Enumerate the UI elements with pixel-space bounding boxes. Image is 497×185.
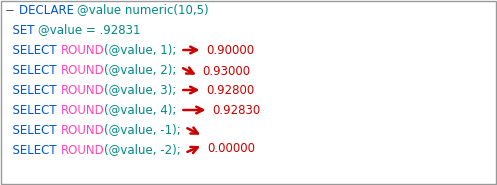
Text: (@value, 1);: (@value, 1);: [104, 43, 176, 56]
Text: (@value, 4);: (@value, 4);: [104, 103, 176, 117]
Text: (@value, 2);: (@value, 2);: [104, 63, 176, 77]
Text: ROUND: ROUND: [60, 144, 104, 157]
Text: SELECT: SELECT: [5, 63, 60, 77]
Text: @value numeric(10,5): @value numeric(10,5): [78, 4, 209, 16]
Text: (@value, 3);: (@value, 3);: [104, 83, 176, 97]
Text: SELECT: SELECT: [5, 144, 60, 157]
Text: −: −: [5, 4, 18, 16]
Text: SELECT: SELECT: [5, 103, 60, 117]
Text: DECLARE: DECLARE: [18, 4, 78, 16]
Text: ROUND: ROUND: [60, 103, 104, 117]
Text: SELECT: SELECT: [5, 43, 60, 56]
Text: 0.92830: 0.92830: [213, 103, 261, 117]
Text: 0.93000: 0.93000: [202, 65, 250, 78]
Text: SELECT: SELECT: [5, 124, 60, 137]
Text: (@value, -1);: (@value, -1);: [104, 124, 181, 137]
Text: ROUND: ROUND: [60, 124, 104, 137]
Text: 0.00000: 0.00000: [207, 142, 255, 156]
Text: @value = .92831: @value = .92831: [38, 23, 141, 36]
Text: SELECT: SELECT: [5, 83, 60, 97]
Text: SET: SET: [5, 23, 38, 36]
Text: ROUND: ROUND: [60, 43, 104, 56]
Text: 0.90000: 0.90000: [206, 43, 254, 56]
Text: ROUND: ROUND: [60, 83, 104, 97]
Text: ROUND: ROUND: [60, 63, 104, 77]
Text: 0.92800: 0.92800: [206, 83, 254, 97]
Text: (@value, -2);: (@value, -2);: [104, 144, 181, 157]
